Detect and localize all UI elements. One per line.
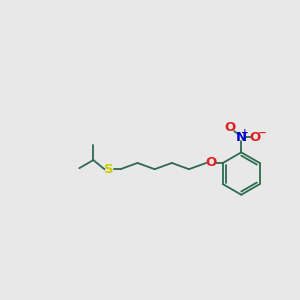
- Text: −: −: [257, 128, 266, 138]
- Text: N: N: [236, 130, 247, 143]
- Text: O: O: [250, 130, 261, 143]
- Text: +: +: [241, 128, 249, 137]
- Text: S: S: [104, 163, 114, 176]
- Text: O: O: [224, 121, 236, 134]
- Text: O: O: [205, 157, 216, 169]
